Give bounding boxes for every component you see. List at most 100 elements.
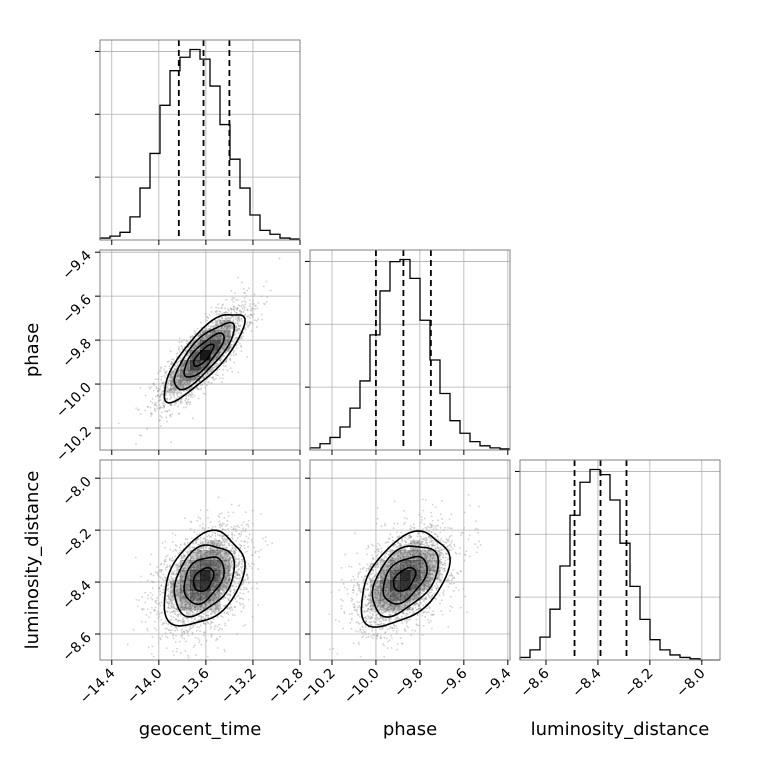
sample-point [198, 340, 201, 342]
sample-point [217, 327, 220, 330]
sample-point [227, 324, 230, 327]
sample-point [168, 365, 171, 368]
sample-point [172, 391, 175, 394]
sample-point [184, 399, 187, 402]
sample-point [176, 352, 179, 354]
sample-point [224, 341, 227, 344]
sample-point [214, 321, 217, 324]
sample-point [152, 389, 155, 392]
sample-point [215, 639, 217, 642]
sample-point [197, 397, 200, 400]
sample-point [159, 385, 162, 388]
sample-point [179, 614, 182, 617]
sample-point [186, 389, 189, 392]
sample-point [249, 309, 252, 312]
sample-point [175, 397, 178, 400]
sample-point [224, 345, 227, 348]
sample-point [226, 317, 229, 319]
sample-point [196, 350, 199, 353]
sample-point [158, 403, 161, 406]
sample-point [170, 601, 173, 603]
sample-point [158, 389, 161, 391]
sample-point [204, 343, 207, 346]
sample-point [239, 319, 241, 322]
sample-point [227, 339, 230, 342]
sample-point [213, 329, 216, 332]
sample-point [178, 383, 181, 386]
sample-point [248, 323, 251, 326]
sample-point [244, 300, 247, 303]
sample-point [176, 392, 179, 394]
sample-point [175, 573, 177, 576]
sample-point [184, 588, 187, 590]
sample-point [251, 315, 254, 318]
sample-point [227, 349, 230, 352]
sample-point [222, 327, 225, 330]
sample-point [198, 356, 200, 358]
sample-point [213, 580, 216, 583]
sample-point [230, 326, 233, 329]
sample-point [237, 316, 240, 319]
sample-point [236, 329, 238, 332]
sample-point [211, 351, 214, 354]
sample-point [202, 376, 205, 379]
sample-point [226, 330, 229, 333]
sample-point [185, 402, 188, 404]
sample-point [139, 413, 142, 416]
sample-point [205, 362, 208, 365]
sample-point [184, 350, 187, 352]
sample-point [197, 601, 199, 604]
sample-point [153, 382, 155, 385]
sample-point [240, 530, 243, 533]
sample-point [175, 352, 178, 355]
sample-point [234, 597, 237, 600]
sample-point [226, 369, 229, 372]
sample-point [187, 361, 190, 364]
sample-point [201, 360, 203, 363]
sample-point [175, 377, 177, 380]
sample-point [204, 374, 207, 377]
sample-point [188, 547, 191, 550]
sample-point [186, 400, 189, 403]
sample-point [201, 347, 204, 349]
sample-point [204, 335, 207, 337]
sample-point [187, 367, 190, 370]
sample-point [156, 394, 159, 397]
sample-point [168, 393, 171, 396]
sample-point [207, 335, 210, 338]
panel-frame-luminosity_distance [519, 459, 721, 661]
sample-point [177, 391, 180, 394]
sample-point [206, 347, 209, 349]
sample-point [240, 558, 243, 561]
sample-point [237, 276, 240, 279]
sample-point [198, 356, 201, 359]
sample-point [187, 364, 189, 367]
sample-point [158, 419, 161, 422]
sample-point [265, 301, 268, 303]
sample-point [170, 629, 173, 632]
sample-point [215, 335, 218, 338]
sample-point [178, 341, 181, 344]
sample-point [149, 591, 152, 594]
sample-point [190, 355, 193, 358]
sample-point [249, 321, 252, 323]
sample-point [206, 601, 208, 604]
sample-point [213, 582, 215, 585]
sample-point [176, 594, 179, 597]
sample-point [211, 563, 213, 566]
sample-point [201, 371, 204, 374]
sample-point [214, 532, 217, 535]
sample-point [229, 593, 232, 596]
sample-point [195, 344, 198, 347]
sample-point [217, 323, 219, 326]
sample-point [191, 373, 193, 375]
sample-point [250, 307, 253, 310]
sample-point [172, 606, 175, 609]
sample-point [168, 629, 171, 632]
sample-point [223, 331, 226, 334]
sample-point [209, 370, 211, 373]
sample-point [174, 641, 177, 643]
sample-point [162, 579, 165, 582]
sample-point [191, 356, 194, 358]
sample-point [164, 365, 167, 368]
